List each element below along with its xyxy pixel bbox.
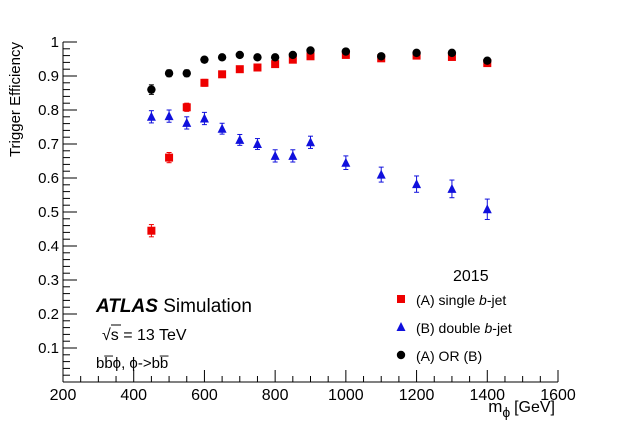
data-point xyxy=(306,137,315,147)
data-point xyxy=(447,183,457,193)
data-point xyxy=(146,111,156,121)
data-point xyxy=(253,53,262,62)
x-tick-label: 1200 xyxy=(399,387,435,404)
year-label: 2015 xyxy=(453,268,489,285)
experiment-label: ATLAS Simulation xyxy=(95,296,252,317)
legend: (A) single b-jet (B) double b-jet (A) OR (… xyxy=(396,292,512,364)
y-tick-label: 0.9 xyxy=(38,68,59,85)
data-point xyxy=(376,169,386,179)
data-point xyxy=(253,63,262,72)
y-tick-label: 1 xyxy=(51,34,59,51)
data-point xyxy=(235,65,244,74)
data-point xyxy=(271,60,280,69)
x-axis-label-unit: [GeV] xyxy=(514,399,555,416)
legend-entry: (A) OR (B) xyxy=(416,348,482,364)
data-point xyxy=(235,50,244,60)
data-point xyxy=(288,150,298,160)
y-axis-label: Trigger Efficiency xyxy=(7,42,24,158)
legend-marker xyxy=(396,322,406,331)
data-point xyxy=(200,78,209,87)
data-point xyxy=(252,139,262,148)
data-point xyxy=(164,111,174,121)
x-axis-label-subscript: ϕ xyxy=(502,404,510,420)
data-point xyxy=(147,85,156,94)
x-tick-label: 1600 xyxy=(540,387,576,404)
data-point xyxy=(165,153,174,162)
data-point xyxy=(483,56,492,65)
data-point xyxy=(217,53,227,62)
legend-marker xyxy=(396,350,406,360)
y-tick-label: 0.3 xyxy=(38,272,59,289)
data-point xyxy=(306,52,315,61)
data-point xyxy=(341,47,351,56)
legend-marker xyxy=(397,295,405,303)
data-point xyxy=(412,48,421,58)
data-point xyxy=(270,150,280,160)
data-point xyxy=(288,50,298,60)
data-point xyxy=(412,179,422,189)
data-point xyxy=(147,226,156,235)
x-tick-label: 200 xyxy=(50,387,77,404)
data-point xyxy=(235,134,245,144)
y-tick-label: 0.8 xyxy=(38,102,59,119)
data-point xyxy=(182,103,191,112)
data-point xyxy=(218,70,227,79)
data-point xyxy=(200,55,209,64)
x-tick-label: 400 xyxy=(120,387,147,404)
x-tick-label: 800 xyxy=(262,387,289,404)
data-points xyxy=(146,46,492,238)
y-tick-label: 0.7 xyxy=(38,136,59,153)
x-tick-label: 1000 xyxy=(328,387,364,404)
data-point xyxy=(482,204,492,214)
data-point xyxy=(199,113,209,123)
y-tick-label: 0.5 xyxy=(38,204,59,221)
y-tick-label: 0.1 xyxy=(38,340,59,357)
data-point xyxy=(217,123,227,133)
legend-entry: (A) single b-jet xyxy=(416,292,506,308)
series-3 xyxy=(147,46,492,95)
series-2 xyxy=(146,109,492,220)
x-tick-label: 1400 xyxy=(469,387,505,404)
energy-label: √s = 13 TeV xyxy=(102,327,187,344)
x-axis-label: mϕ [GeV] xyxy=(488,397,555,420)
data-point xyxy=(341,157,351,167)
y-tick-label: 0.2 xyxy=(38,306,59,323)
legend-entry: (B) double b-jet xyxy=(416,320,512,336)
process-label: bb̅ϕ, ϕ->bb̅ xyxy=(96,355,169,372)
data-point xyxy=(377,52,386,61)
x-tick-label: 600 xyxy=(191,387,218,404)
data-point xyxy=(182,117,192,127)
y-tick-label: 0.6 xyxy=(38,170,59,187)
data-point xyxy=(270,53,280,62)
data-point xyxy=(447,48,457,58)
data-point xyxy=(306,46,315,55)
y-tick-label: 0.4 xyxy=(38,238,59,255)
data-point xyxy=(164,69,174,78)
data-point xyxy=(182,69,191,78)
data-point xyxy=(288,55,297,64)
ticks: 200 400 600 800 1000 1200 1400 1600 0.1 0.2 0.3 0.4… xyxy=(38,34,576,404)
experiment-suffix: Simulation xyxy=(163,296,252,317)
